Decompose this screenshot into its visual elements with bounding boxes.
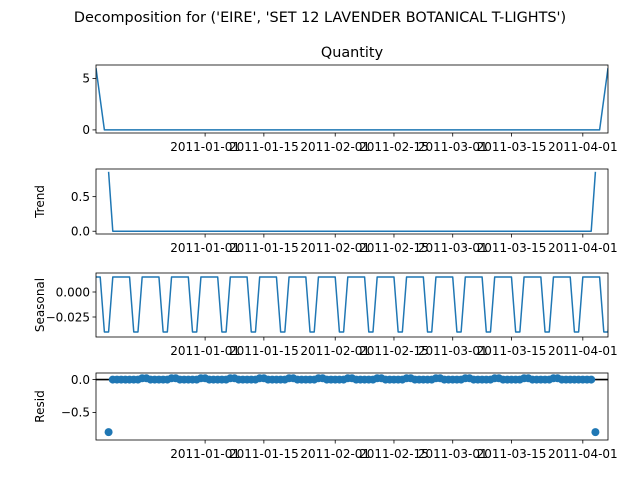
y-tick-label: 0.0 xyxy=(71,225,90,239)
x-tick-label: 2011-02-01 xyxy=(300,241,370,255)
x-tick-label: 2011-01-15 xyxy=(229,140,299,154)
x-tick-label: 2011-03-01 xyxy=(418,140,488,154)
resid-point xyxy=(591,428,600,437)
trend-ylabel: Trend xyxy=(33,185,47,219)
x-tick-label: 2011-02-15 xyxy=(359,447,429,461)
y-tick-label: 0.0 xyxy=(71,373,90,387)
figure-title: Decomposition for ('EIRE', 'SET 12 LAVEN… xyxy=(74,10,566,26)
resid-axes-frame xyxy=(95,372,609,441)
observed-data xyxy=(96,67,608,131)
x-tick-label: 2011-02-01 xyxy=(300,447,370,461)
seasonal-ylabel: Seasonal xyxy=(33,278,47,332)
trend-line xyxy=(107,171,597,232)
x-tick-label: 2011-03-15 xyxy=(477,241,547,255)
x-tick-label: 2011-04-01 xyxy=(548,241,618,255)
x-tick-label: 2011-02-15 xyxy=(359,344,429,358)
resid-data xyxy=(96,374,608,437)
resid-point xyxy=(104,428,113,437)
x-tick-label: 2011-02-01 xyxy=(300,344,370,358)
x-tick-label: 2011-02-01 xyxy=(300,140,370,154)
trend-axes-frame xyxy=(95,168,609,235)
y-tick-label: −0.5 xyxy=(61,406,90,420)
seasonal-axes-frame xyxy=(95,272,609,338)
x-tick-label: 2011-01-15 xyxy=(229,241,299,255)
observed-line xyxy=(96,67,608,131)
x-tick-label: 2011-01-01 xyxy=(170,447,240,461)
y-tick-label: 0.5 xyxy=(71,190,90,204)
y-tick-label: −0.025 xyxy=(46,310,90,324)
x-tick-label: 2011-03-01 xyxy=(418,344,488,358)
x-tick-label: 2011-04-01 xyxy=(548,344,618,358)
x-tick-label: 2011-01-15 xyxy=(229,447,299,461)
observed-axes-frame xyxy=(95,64,609,134)
x-tick-label: 2011-03-15 xyxy=(477,447,547,461)
resid-ylabel: Resid xyxy=(33,390,47,422)
x-tick-label: 2011-01-15 xyxy=(229,344,299,358)
x-tick-label: 2011-03-15 xyxy=(477,140,547,154)
trend-data xyxy=(107,171,597,232)
x-tick-label: 2011-01-01 xyxy=(170,241,240,255)
x-tick-label: 2011-04-01 xyxy=(548,447,618,461)
y-tick-label: 0 xyxy=(82,123,90,137)
x-tick-label: 2011-04-01 xyxy=(548,140,618,154)
x-tick-label: 2011-02-15 xyxy=(359,140,429,154)
x-tick-label: 2011-01-01 xyxy=(170,140,240,154)
y-tick-label: 5 xyxy=(82,72,90,86)
observed-title: Quantity xyxy=(321,45,384,61)
resid-point xyxy=(587,375,596,384)
x-tick-label: 2011-03-15 xyxy=(477,344,547,358)
seasonal-line xyxy=(96,276,608,333)
x-tick-label: 2011-03-01 xyxy=(418,241,488,255)
x-tick-label: 2011-02-15 xyxy=(359,241,429,255)
y-tick-label: 0.000 xyxy=(56,285,90,299)
x-tick-label: 2011-03-01 xyxy=(418,447,488,461)
x-tick-label: 2011-01-01 xyxy=(170,344,240,358)
seasonal-data xyxy=(96,276,608,333)
